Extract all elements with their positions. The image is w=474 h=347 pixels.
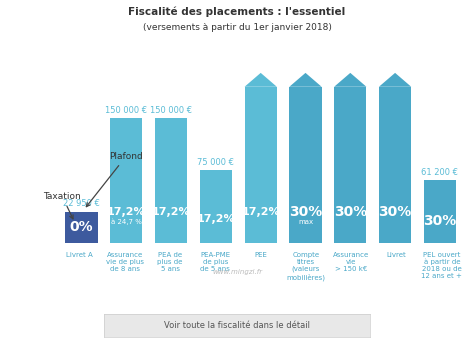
Text: Compte
titres
(valeurs
mobilières): Compte titres (valeurs mobilières) bbox=[286, 252, 326, 281]
Text: 75 000 €: 75 000 € bbox=[197, 158, 235, 167]
Text: Fiscalité des placements : l'essentiel: Fiscalité des placements : l'essentiel bbox=[128, 7, 346, 17]
Text: Voir toute la fiscalité dans le détail: Voir toute la fiscalité dans le détail bbox=[164, 321, 310, 330]
Text: PEA-PME
de plus
de 5 ans: PEA-PME de plus de 5 ans bbox=[201, 252, 230, 272]
Bar bbox=[424, 180, 456, 243]
Text: 17,2%: 17,2% bbox=[152, 207, 191, 217]
Text: 17,2%: 17,2% bbox=[241, 207, 280, 217]
Text: PEA de
plus de
5 ans: PEA de plus de 5 ans bbox=[157, 252, 183, 272]
Text: max: max bbox=[298, 219, 313, 225]
Text: PEE: PEE bbox=[254, 252, 267, 257]
Text: Assurance
vie
> 150 k€: Assurance vie > 150 k€ bbox=[333, 252, 369, 272]
Text: Assurance
vie de plus
de 8 ans: Assurance vie de plus de 8 ans bbox=[106, 252, 144, 272]
Text: à 24,7 %: à 24,7 % bbox=[111, 219, 142, 225]
Text: 30%: 30% bbox=[289, 205, 322, 219]
Bar bbox=[289, 87, 322, 243]
Bar bbox=[65, 212, 98, 243]
Polygon shape bbox=[245, 73, 277, 87]
Bar bbox=[245, 87, 277, 243]
Bar bbox=[110, 118, 143, 243]
Bar bbox=[334, 87, 366, 243]
Text: Livret: Livret bbox=[387, 252, 406, 257]
Text: 30%: 30% bbox=[378, 205, 412, 219]
Text: 30%: 30% bbox=[423, 214, 456, 228]
Polygon shape bbox=[289, 73, 322, 87]
Text: Livret A: Livret A bbox=[66, 252, 93, 257]
Text: 150 000 €: 150 000 € bbox=[150, 105, 192, 115]
Bar bbox=[379, 87, 411, 243]
Text: 30%: 30% bbox=[334, 205, 367, 219]
Bar bbox=[155, 118, 187, 243]
Text: www.mingzi.fr: www.mingzi.fr bbox=[212, 269, 262, 276]
Text: Taxation: Taxation bbox=[44, 192, 81, 219]
Text: PEL ouvert
à partir de
2018 ou de
12 ans et +: PEL ouvert à partir de 2018 ou de 12 ans… bbox=[421, 252, 462, 279]
Text: 61 200 €: 61 200 € bbox=[421, 168, 458, 177]
Text: 22 950 €: 22 950 € bbox=[63, 199, 100, 208]
Text: 17,2%: 17,2% bbox=[197, 214, 235, 225]
Text: 0%: 0% bbox=[70, 220, 93, 234]
Text: 150 000 €: 150 000 € bbox=[105, 105, 147, 115]
Polygon shape bbox=[334, 73, 366, 87]
Text: (versements à partir du 1er janvier 2018): (versements à partir du 1er janvier 2018… bbox=[143, 23, 331, 32]
Text: 17,2%: 17,2% bbox=[107, 207, 146, 217]
Bar bbox=[200, 170, 232, 243]
Text: Plafond: Plafond bbox=[86, 152, 143, 207]
Polygon shape bbox=[379, 73, 411, 87]
